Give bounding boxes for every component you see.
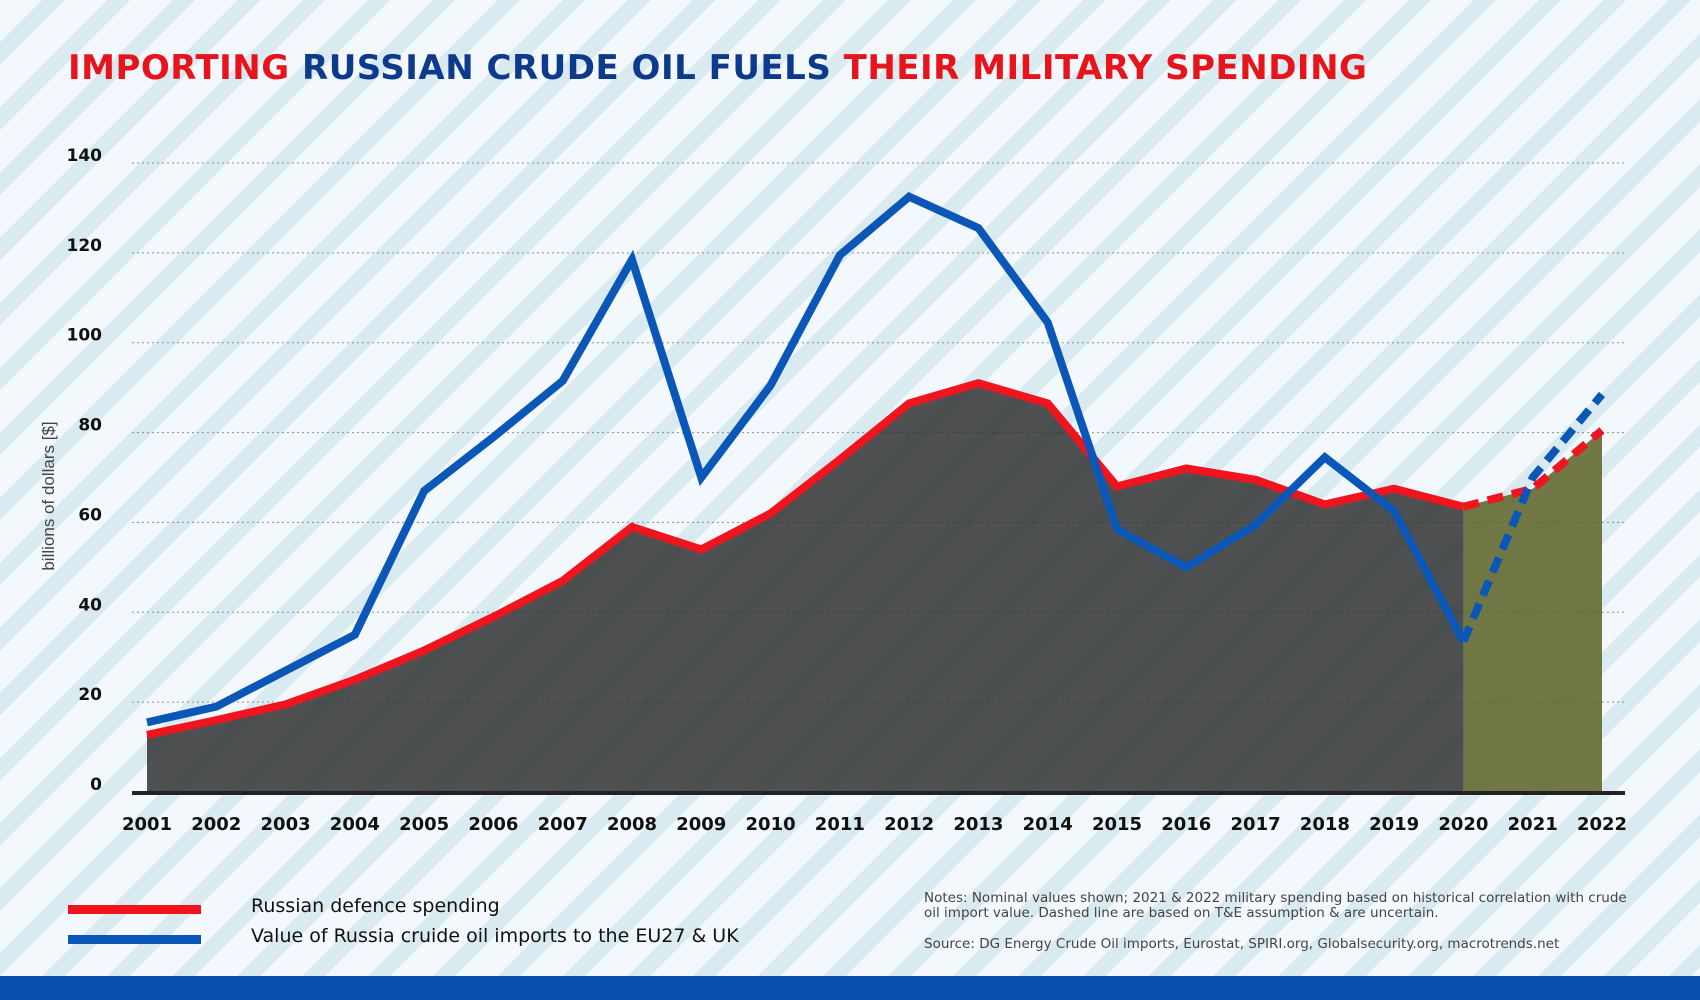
x-tick-2016: 2016 — [1161, 814, 1211, 835]
x-tick-2006: 2006 — [468, 814, 518, 835]
y-tick-100: 100 — [67, 326, 103, 346]
x-tick-2018: 2018 — [1300, 814, 1350, 835]
chart-title: IMPORTING RUSSIAN CRUDE OIL FUELS THEIR … — [68, 48, 1367, 88]
x-tick-2002: 2002 — [191, 814, 241, 835]
defence-spending-forecast-area — [1463, 430, 1602, 792]
x-tick-2014: 2014 — [1023, 814, 1073, 835]
x-tick-2010: 2010 — [746, 814, 796, 835]
x-tick-2019: 2019 — [1369, 814, 1419, 835]
x-tick-2009: 2009 — [676, 814, 726, 835]
x-tick-2020: 2020 — [1438, 814, 1488, 835]
defence-spending-line — [146, 378, 1465, 739]
y-tick-120: 120 — [67, 236, 103, 256]
title-part-importing: IMPORTING — [68, 48, 303, 88]
legend-item-defence-spending: Russian defence spending — [68, 893, 768, 923]
y-tick-0: 0 — [90, 775, 102, 795]
x-tick-2008: 2008 — [607, 814, 657, 835]
x-tick-2017: 2017 — [1231, 814, 1281, 835]
legend-swatch-blue — [68, 935, 201, 944]
y-tick-40: 40 — [78, 595, 102, 615]
oil-imports-projection-line — [1459, 391, 1606, 644]
legend-item-oil-imports: Value of Russia cruide oil imports to th… — [68, 923, 768, 953]
x-tick-2013: 2013 — [953, 814, 1003, 835]
legend-label-defence-spending: Russian defence spending — [251, 895, 500, 917]
title-part-military-spending: THEIR MILITARY SPENDING — [843, 48, 1368, 88]
line-chart: 0 20 40 60 80 100 120 140 2001 2002 2003 2004 2005 20… — [39, 146, 1627, 835]
y-tick-20: 20 — [78, 685, 102, 705]
x-tick-2007: 2007 — [538, 814, 588, 835]
x-tick-2022: 2022 — [1577, 814, 1627, 835]
y-axis-label: billions of dollars [$] — [39, 421, 58, 570]
legend-swatch-red — [68, 905, 201, 914]
x-tick-2021: 2021 — [1508, 814, 1558, 835]
oil-imports-line — [146, 192, 1467, 727]
defence-spending-area — [147, 383, 1464, 792]
defence-spending-projection-line — [1462, 427, 1605, 511]
x-tick-2005: 2005 — [399, 814, 449, 835]
x-tick-2011: 2011 — [815, 814, 865, 835]
chart-source: Source: DG Energy Crude Oil imports, Eur… — [924, 936, 1560, 952]
x-tick-2003: 2003 — [261, 814, 311, 835]
x-tick-2012: 2012 — [884, 814, 934, 835]
legend: Russian defence spending Value of Russia… — [68, 893, 768, 953]
y-tick-140: 140 — [67, 146, 103, 166]
chart-notes: Notes: Nominal values shown; 2021 & 2022… — [924, 890, 1627, 921]
x-tick-2001: 2001 — [122, 814, 172, 835]
x-tick-2015: 2015 — [1092, 814, 1142, 835]
title-part-russian-crude-oil: RUSSIAN CRUDE OIL FUELS — [302, 48, 844, 88]
legend-label-oil-imports: Value of Russia cruide oil imports to th… — [251, 925, 739, 947]
x-tick-2004: 2004 — [330, 814, 380, 835]
y-tick-60: 60 — [78, 505, 102, 525]
footer-bar — [0, 976, 1700, 1000]
y-tick-80: 80 — [78, 416, 102, 436]
